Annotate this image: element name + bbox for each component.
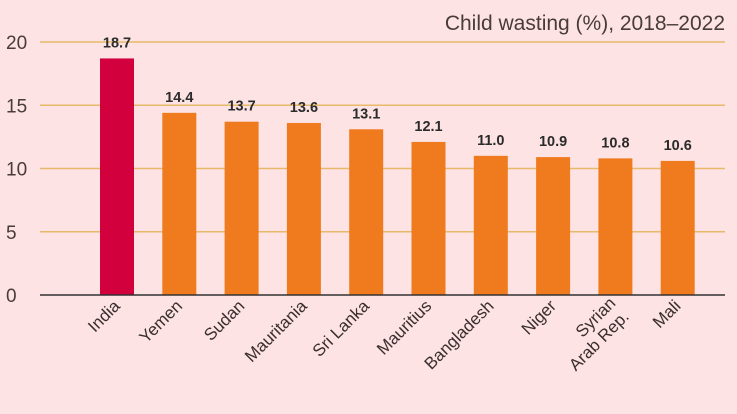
value-label: 13.6 — [290, 100, 318, 116]
category-label: Mauritania — [241, 296, 311, 366]
bar — [660, 160, 695, 295]
category-label: Sudan — [200, 296, 248, 344]
bar — [349, 129, 384, 295]
value-label: 13.1 — [352, 106, 380, 122]
category-label-line: Sri Lanka — [309, 296, 374, 361]
bar — [100, 58, 134, 295]
value-label: 13.7 — [227, 99, 255, 115]
bar — [286, 122, 321, 296]
value-label: 14.4 — [165, 90, 193, 106]
value-label: 10.9 — [539, 134, 567, 150]
category-label-line: Sudan — [200, 296, 248, 344]
bar — [536, 157, 571, 295]
y-tick-label: 5 — [6, 223, 17, 244]
category-label-line: India — [84, 296, 124, 336]
value-label: 10.8 — [601, 135, 629, 151]
category-label: India — [84, 296, 124, 336]
y-tick-label: 15 — [6, 96, 27, 117]
y-axis-ticks: 0 5 10 15 20 — [6, 33, 27, 307]
value-label: 11.0 — [477, 133, 504, 149]
bar — [598, 158, 633, 295]
bars — [100, 58, 695, 296]
category-label: Sri Lanka — [309, 296, 374, 361]
category-label-line: Niger — [518, 296, 560, 338]
value-label: 10.6 — [664, 138, 692, 154]
value-label: 18.7 — [103, 35, 131, 51]
bar — [473, 155, 508, 295]
y-tick-label: 10 — [6, 160, 27, 181]
y-tick-label: 20 — [6, 33, 27, 54]
category-label: Mauritius — [373, 296, 435, 358]
category-label: Mali — [649, 296, 684, 331]
bar — [411, 141, 446, 295]
value-label: 12.1 — [414, 119, 442, 135]
category-label: SyrianArab Rep. — [552, 294, 633, 375]
bar — [224, 121, 259, 295]
category-label-line: Mali — [649, 296, 684, 331]
category-label-line: Mauritius — [373, 296, 435, 358]
chart-title: Child wasting (%), 2018–2022 — [445, 12, 725, 35]
category-label: Niger — [518, 296, 560, 338]
category-label-line: Mauritania — [241, 296, 311, 366]
category-label-line: Yemen — [136, 296, 186, 346]
category-label: Yemen — [136, 296, 186, 346]
bar — [162, 112, 197, 295]
value-labels: 18.7 14.4 13.7 13.6 13.1 12.1 11.0 10.9 10.8 10.6 — [103, 35, 692, 153]
y-tick-label: 0 — [6, 286, 17, 307]
